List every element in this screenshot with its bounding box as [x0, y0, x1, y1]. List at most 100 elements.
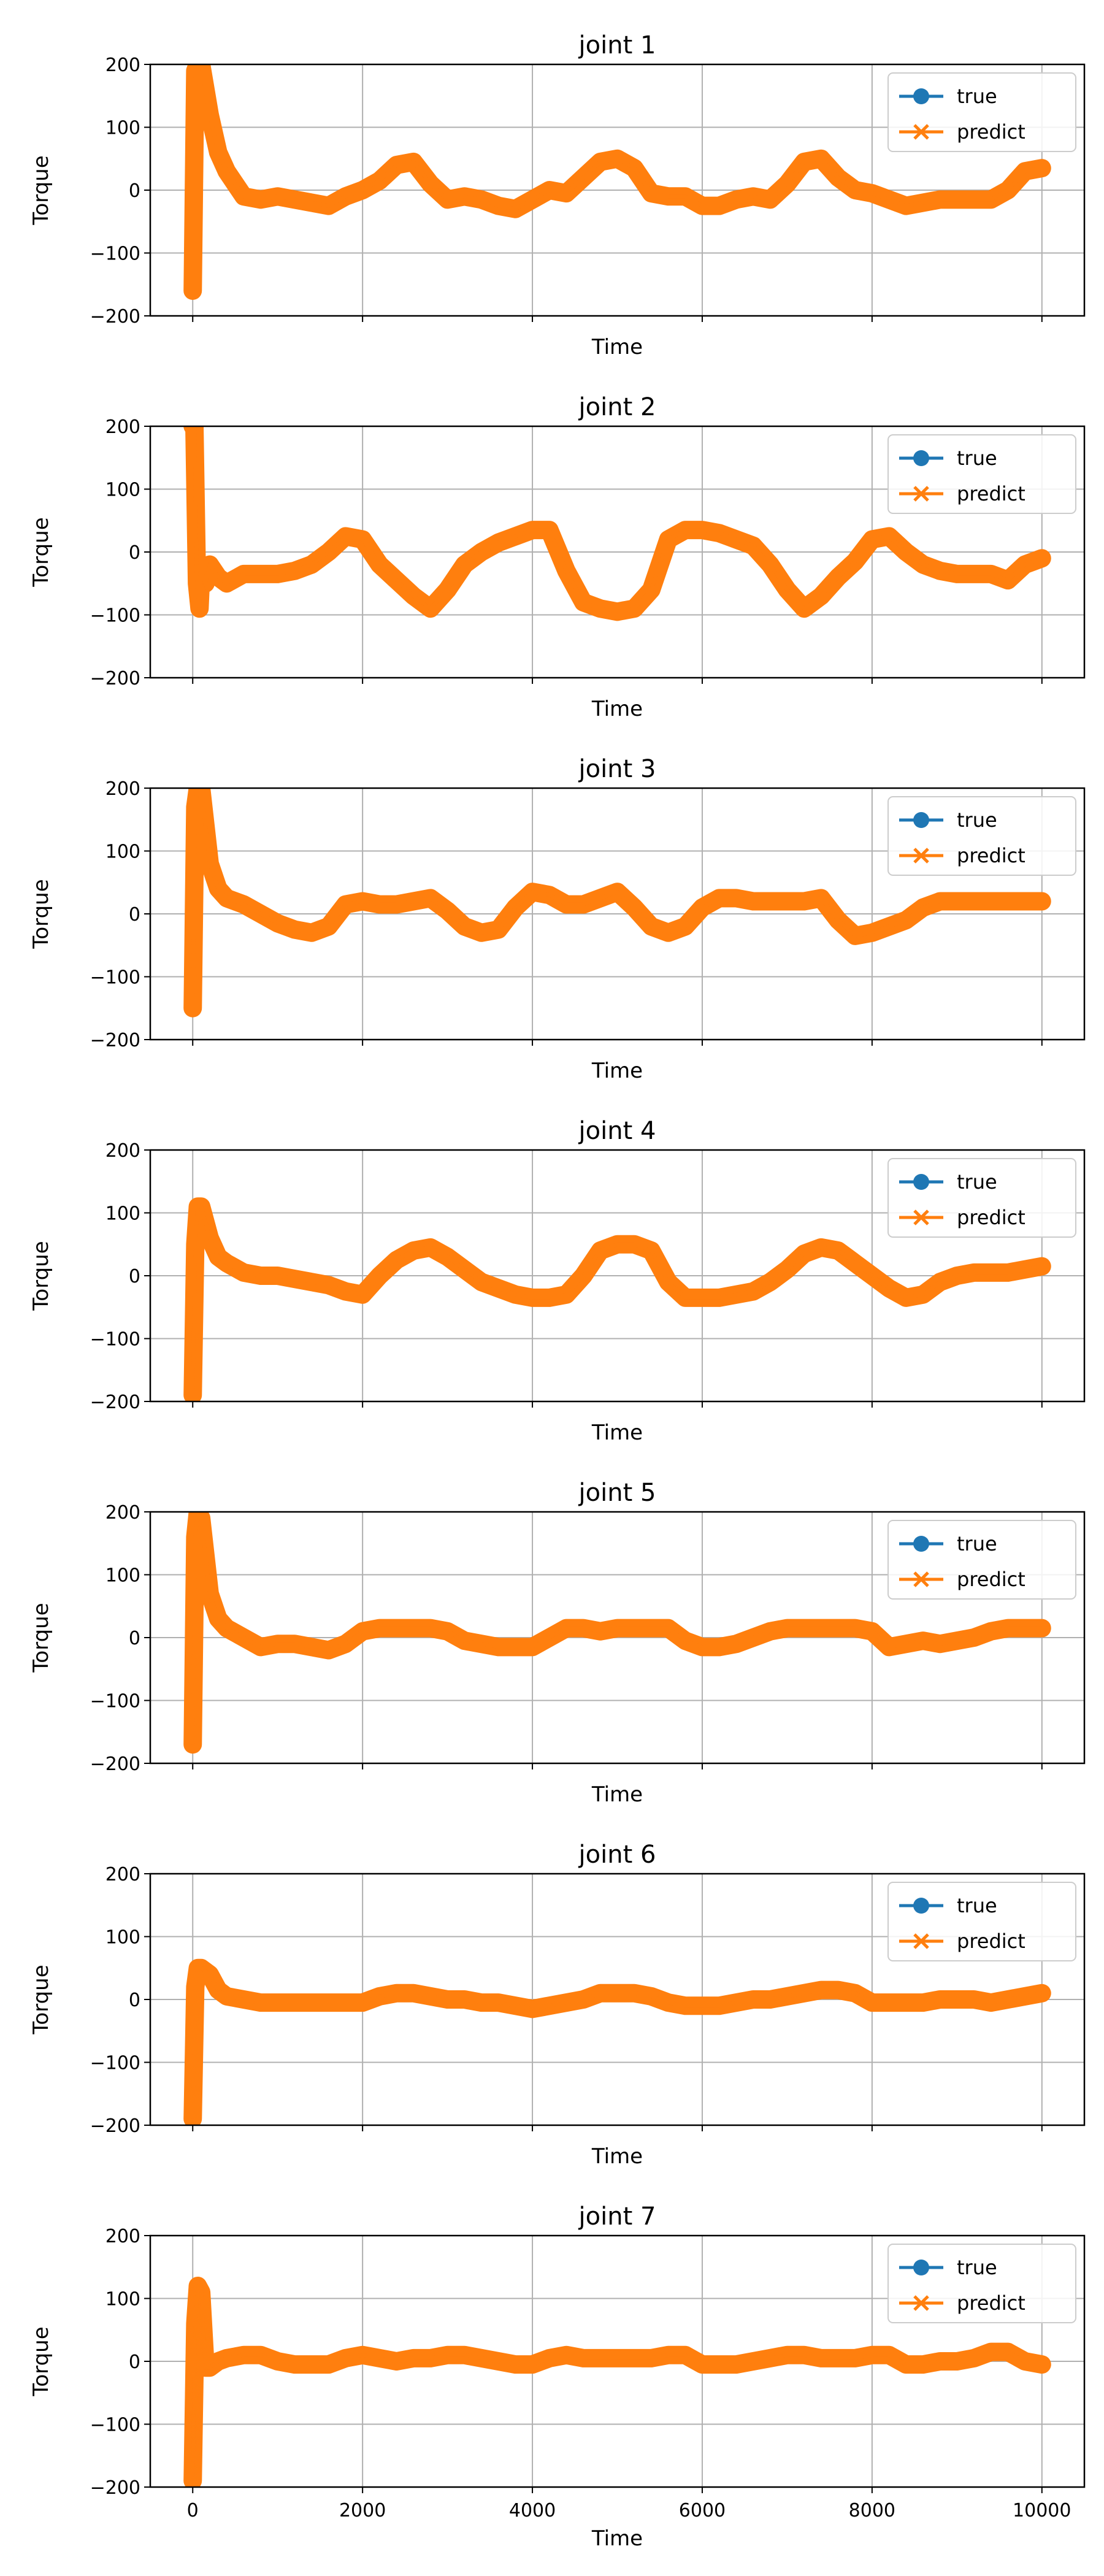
subplot-6: −200 −100 0 100 200 joint 6 Time Torque true pred…	[29, 1841, 1086, 2169]
y-tick-label: −100	[90, 243, 140, 265]
legend-true-label: true	[957, 447, 997, 470]
y-tick-label: 100	[105, 1565, 140, 1587]
legend-predict-label: predict	[957, 2291, 1025, 2315]
y-tick-label: −100	[90, 1329, 140, 1351]
y-tick-label: −200	[90, 1392, 140, 1413]
y-tick-label: 100	[105, 118, 140, 139]
y-axis-label: Torque	[29, 517, 53, 587]
legend-true-label: true	[957, 1170, 997, 1194]
legend-true-marker	[913, 2260, 929, 2275]
subplot-title: joint 4	[578, 1117, 656, 1145]
legend: true predict	[887, 1520, 1076, 1600]
subplot-1: −200 −100 0 100 200 joint 1 Time Torque true pred…	[29, 31, 1086, 359]
legend-predict-label: predict	[957, 1568, 1025, 1591]
legend-true-label: true	[957, 1894, 997, 1917]
x-tick-label: 4000	[509, 2500, 556, 2521]
y-tick-label: 100	[105, 2289, 140, 2310]
y-tick-label: 0	[129, 1628, 140, 1649]
plot-area	[183, 64, 1051, 300]
y-tick-label: −100	[90, 967, 140, 989]
legend-predict-marker	[913, 2295, 929, 2311]
legend-true-label: true	[957, 85, 997, 108]
y-axis-label: Torque	[29, 2326, 53, 2396]
subplot-4: −200 −100 0 100 200 joint 4 Time Torque true pred…	[29, 1117, 1086, 1445]
subplot-title: joint 6	[578, 1841, 656, 1869]
y-tick-label: 200	[105, 1502, 140, 1524]
y-tick-label: 200	[105, 55, 140, 76]
y-tick-label: 0	[129, 904, 140, 926]
y-tick-label: 200	[105, 1864, 140, 1885]
series-predict-spike	[191, 2279, 1043, 2481]
y-tick-label: −100	[90, 1691, 140, 1712]
legend-true-label: true	[957, 808, 997, 832]
y-tick-label: 0	[129, 542, 140, 564]
y-tick-label: −200	[90, 2115, 140, 2137]
x-tick-label: 6000	[679, 2500, 726, 2521]
x-axis-label: Time	[591, 697, 643, 721]
x-axis-label: Time	[591, 335, 643, 359]
subplot-title: joint 7	[578, 2202, 656, 2231]
y-tick-label: 100	[105, 1203, 140, 1225]
plot-area	[183, 1958, 1051, 2125]
y-axis-label: Torque	[29, 155, 53, 225]
subplot-title: joint 2	[578, 393, 656, 421]
y-axis-label: Torque	[29, 879, 53, 949]
series-predict-spike	[191, 1205, 1043, 1395]
y-tick-label: −200	[90, 2477, 140, 2499]
y-tick-label: −100	[90, 605, 140, 627]
legend-true-label: true	[957, 2256, 997, 2279]
y-tick-label: 100	[105, 480, 140, 501]
series-predict-spike	[192, 426, 1043, 614]
legend-true-marker	[913, 450, 929, 466]
legend-predict-label: predict	[957, 120, 1025, 144]
x-axis-label: Time	[591, 2526, 643, 2551]
legend: true predict	[887, 1882, 1076, 1961]
y-tick-label: 0	[129, 1990, 140, 2011]
y-tick-label: 200	[105, 1140, 140, 1162]
legend-true-marker	[913, 1898, 929, 1914]
y-tick-label: −200	[90, 306, 140, 328]
y-tick-label: 0	[129, 2352, 140, 2373]
legend-predict-marker	[913, 848, 929, 864]
y-tick-label: 200	[105, 2226, 140, 2247]
subplot-title: joint 3	[578, 755, 656, 783]
x-axis-label: Time	[591, 2144, 643, 2169]
subplot-3: −200 −100 0 100 200 joint 3 Time Torque true pred…	[29, 755, 1086, 1083]
legend: true predict	[887, 434, 1076, 514]
series-predict-spike	[191, 1512, 1042, 1745]
plot-area	[183, 1197, 1051, 1401]
plot-area	[183, 788, 1051, 1018]
legend-predict-marker	[913, 1209, 929, 1225]
y-tick-label: −100	[90, 2415, 140, 2436]
y-tick-label: 100	[105, 1927, 140, 1949]
legend-predict-marker	[913, 124, 929, 140]
x-axis-label: Time	[591, 1420, 643, 1445]
series-predict-spike	[191, 1966, 1043, 2119]
legend: true predict	[887, 796, 1076, 876]
y-axis-label: Torque	[29, 1603, 53, 1673]
legend-predict-label: predict	[957, 1206, 1025, 1229]
x-tick-label: 8000	[849, 2500, 895, 2521]
subplot-title: joint 1	[578, 31, 656, 59]
y-tick-label: −200	[90, 1754, 140, 1775]
y-tick-label: 200	[105, 416, 140, 438]
legend-true-marker	[913, 88, 929, 104]
y-tick-label: 0	[129, 180, 140, 202]
subplot-5: −200 −100 0 100 200 joint 5 Time Torque true pred…	[29, 1479, 1086, 1807]
y-tick-label: 200	[105, 778, 140, 800]
x-tick-label: 0	[187, 2500, 199, 2521]
series-predict-spike	[191, 788, 1042, 1008]
x-tick-label: 10000	[1013, 2500, 1071, 2521]
x-tick-label: 2000	[339, 2500, 386, 2521]
legend-predict-marker	[913, 486, 929, 502]
x-axis-label: Time	[591, 1782, 643, 1807]
y-tick-label: −200	[90, 1030, 140, 1051]
y-axis-label: Torque	[29, 1241, 53, 1311]
y-tick-label: 0	[129, 1266, 140, 1287]
y-tick-label: −100	[90, 2053, 140, 2074]
legend-predict-label: predict	[957, 482, 1025, 505]
legend-predict-marker	[913, 1933, 929, 1949]
legend-true-marker	[913, 1174, 929, 1190]
